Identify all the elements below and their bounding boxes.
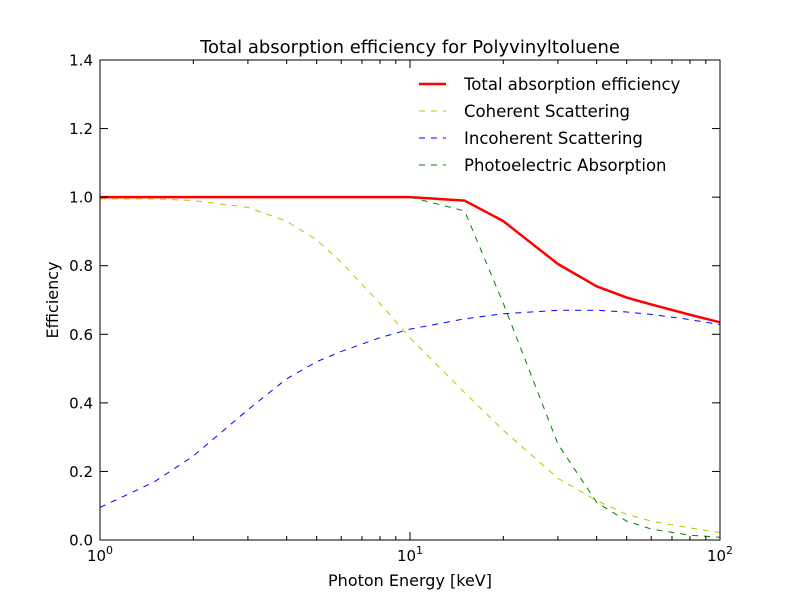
x-tick-label-exponent: 1 <box>416 544 423 557</box>
x-tick-label-exponent: 0 <box>106 544 113 557</box>
x-axis-label: Photon Energy [keV] <box>328 571 492 590</box>
legend: Total absorption efficiency Coherent Scat… <box>419 75 681 175</box>
legend-label: Total absorption efficiency <box>463 75 681 94</box>
chart-title: Total absorption efficiency for Polyviny… <box>199 37 620 58</box>
x-tick-label: 101 <box>397 544 423 565</box>
x-tick-label: 100 <box>87 544 113 565</box>
y-tick-label: 0.4 <box>69 394 93 412</box>
legend-label: Coherent Scattering <box>464 102 630 121</box>
series-layer <box>99 195 721 538</box>
y-tick-label: 1.2 <box>69 120 93 138</box>
series-line-4 <box>409 196 721 538</box>
y-tick-label: 0.0 <box>69 532 93 550</box>
series-line-2 <box>100 198 721 533</box>
x-tick-label: 102 <box>707 544 733 565</box>
x-tick-label-base: 10 <box>707 547 726 565</box>
y-tick-label: 0.6 <box>69 326 93 344</box>
x-tick-label-base: 10 <box>397 547 416 565</box>
x-tick-label-exponent: 2 <box>726 544 733 557</box>
plot-area <box>100 60 720 540</box>
y-tick-label: 1.0 <box>69 189 93 207</box>
y-tick-label: 0.8 <box>69 257 93 275</box>
y-tick-label: 1.4 <box>69 52 93 70</box>
x-tick-label-base: 10 <box>87 547 106 565</box>
series-line-3 <box>99 309 721 508</box>
plot-frame <box>99 59 721 541</box>
y-axis-label: Efficiency <box>43 261 62 338</box>
legend-label: Photoelectric Absorption <box>464 156 667 175</box>
y-tick-label: 0.2 <box>69 463 93 481</box>
legend-label: Incoherent Scattering <box>464 129 643 148</box>
